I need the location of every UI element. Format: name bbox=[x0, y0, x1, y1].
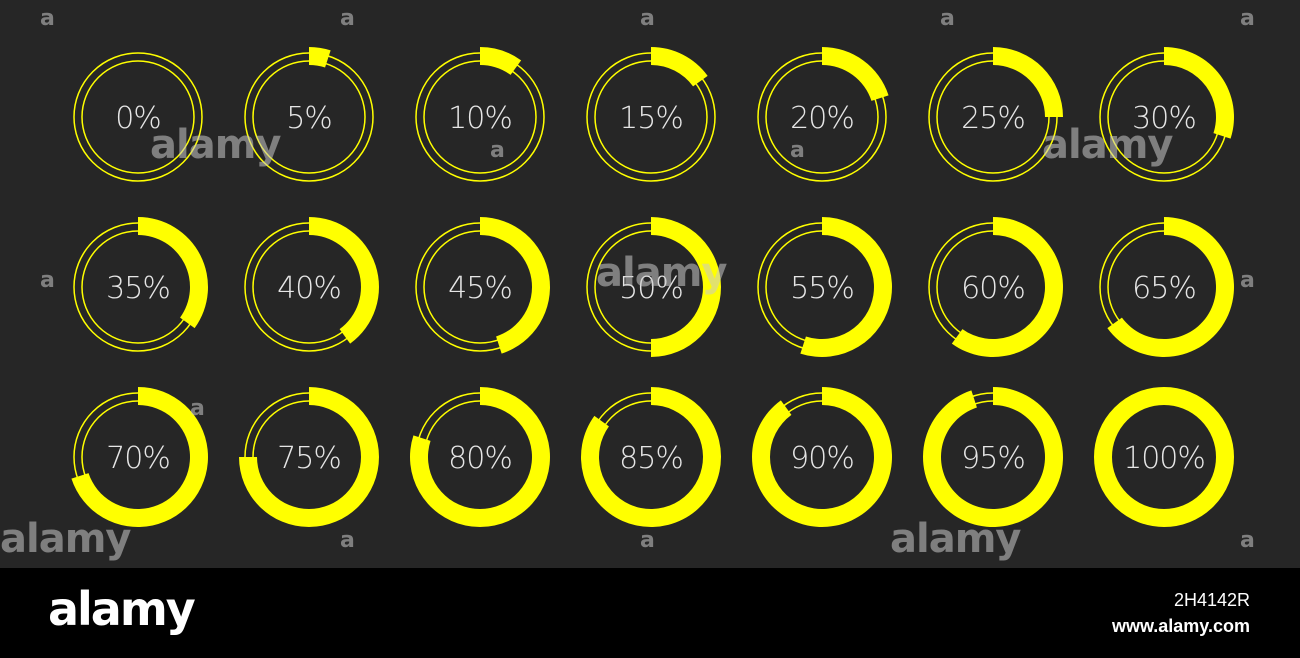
gauge-percent-label: 100% bbox=[1123, 441, 1205, 476]
watermark-alamy: alamy bbox=[1042, 122, 1173, 168]
gauge-percent-label: 95% bbox=[961, 441, 1025, 476]
stock-footer-bar: alamy 2H4142R www.alamy.com bbox=[0, 568, 1300, 658]
percentage-gauge: 0% bbox=[73, 52, 203, 182]
gauge-percent-label: 50% bbox=[619, 271, 683, 306]
watermark-alamy: alamy bbox=[150, 122, 281, 168]
gauge-progress-arc bbox=[822, 47, 889, 101]
gauge-progress-arc bbox=[993, 47, 1063, 117]
watermark-a: a bbox=[40, 268, 55, 293]
percentage-gauge: 45% bbox=[415, 217, 550, 354]
percentage-gauge: 75% bbox=[239, 387, 379, 527]
alamy-logo: alamy bbox=[48, 582, 196, 636]
gauge-percent-label: 75% bbox=[277, 441, 341, 476]
gauge-percent-label: 10% bbox=[448, 101, 512, 136]
watermark-alamy: alamy bbox=[890, 516, 1021, 562]
gauge-percent-label: 85% bbox=[619, 441, 683, 476]
percentage-gauge: 55% bbox=[757, 217, 892, 357]
gauge-progress-arc bbox=[951, 217, 1063, 357]
percentage-gauge: 30% bbox=[1099, 47, 1234, 182]
artwork-canvas: 0% 5% 10% 15% 20% 25% 30% 35% 40% 45% 50% 55% 60% 65%… bbox=[0, 6, 1255, 562]
gauge-progress-arc bbox=[309, 47, 331, 68]
gauge-progress-arc bbox=[651, 217, 721, 357]
watermark-a: a bbox=[40, 6, 55, 31]
watermark-a: a bbox=[640, 6, 655, 31]
site-url: www.alamy.com bbox=[1111, 616, 1250, 636]
watermark-a: a bbox=[340, 6, 355, 31]
gauge-percent-label: 70% bbox=[106, 441, 170, 476]
gauge-progress-arc bbox=[138, 217, 208, 329]
percentage-gauge: 15% bbox=[586, 47, 716, 182]
gauge-percent-label: 25% bbox=[961, 101, 1025, 136]
watermark-a: a bbox=[1240, 268, 1255, 293]
gauge-percent-label: 65% bbox=[1132, 271, 1196, 306]
watermark-a: a bbox=[640, 528, 655, 553]
gauge-percent-label: 60% bbox=[961, 271, 1025, 306]
gauge-percent-label: 35% bbox=[106, 271, 170, 306]
gauge-percent-label: 5% bbox=[286, 101, 332, 136]
watermark-a: a bbox=[1240, 528, 1255, 553]
watermark-a: a bbox=[490, 138, 505, 163]
watermark-alamy: alamy bbox=[596, 250, 727, 296]
percentage-gauge: 95% bbox=[923, 387, 1064, 527]
percentage-gauge: 80% bbox=[409, 387, 550, 528]
gauge-percent-label: 15% bbox=[619, 101, 683, 136]
gauge-progress-arc bbox=[651, 47, 708, 87]
gauge-percent-label: 45% bbox=[448, 271, 512, 306]
gauge-progress-arc bbox=[1164, 47, 1234, 139]
gauge-percent-label: 20% bbox=[790, 101, 854, 136]
image-id: 2H4142R bbox=[1173, 590, 1250, 610]
percentage-gauge: 65% bbox=[1099, 217, 1234, 357]
percentage-gauge: 20% bbox=[757, 47, 889, 182]
percentage-gauge: 50% bbox=[586, 217, 721, 357]
percentage-gauge: 5% bbox=[244, 47, 374, 182]
watermark-a: a bbox=[340, 528, 355, 553]
gauge-progress-arc bbox=[480, 217, 550, 354]
gauge-inner-ring bbox=[81, 60, 195, 174]
percentage-gauge: 35% bbox=[73, 217, 208, 352]
percentage-gauge: 70% bbox=[71, 387, 208, 527]
percentage-gauge-grid: 0% 5% 10% 15% 20% 25% 30% 35% 40% 45% 50% 55% 60% 65%… bbox=[71, 47, 1234, 528]
percentage-gauge: 25% bbox=[928, 47, 1063, 182]
gauge-percent-label: 55% bbox=[790, 271, 854, 306]
percentage-gauge: 90% bbox=[752, 387, 893, 527]
watermark-a: a bbox=[190, 396, 205, 421]
percentage-gauge: 100% bbox=[1094, 387, 1234, 527]
watermark-a: a bbox=[940, 6, 955, 31]
watermark-alamy: alamy bbox=[0, 516, 131, 562]
percentage-gauge: 85% bbox=[581, 387, 721, 527]
gauge-percent-label: 80% bbox=[448, 441, 512, 476]
gauge-percent-label: 0% bbox=[115, 101, 161, 136]
gauge-progress-arc bbox=[309, 217, 380, 344]
gauge-percent-label: 90% bbox=[790, 441, 854, 476]
percentage-gauge: 60% bbox=[928, 217, 1063, 357]
gauge-percent-label: 40% bbox=[277, 271, 341, 306]
gauge-progress-arc bbox=[1094, 387, 1234, 527]
percentage-gauge: 40% bbox=[244, 217, 380, 352]
watermark-a: a bbox=[1240, 6, 1255, 31]
percentage-gauge: 10% bbox=[415, 47, 545, 182]
gauge-outer-ring bbox=[73, 52, 203, 182]
gauge-percent-label: 30% bbox=[1132, 101, 1196, 136]
gauge-progress-arc bbox=[480, 47, 522, 75]
gauge-progress-arc bbox=[800, 217, 892, 357]
watermark-a: a bbox=[790, 138, 805, 163]
